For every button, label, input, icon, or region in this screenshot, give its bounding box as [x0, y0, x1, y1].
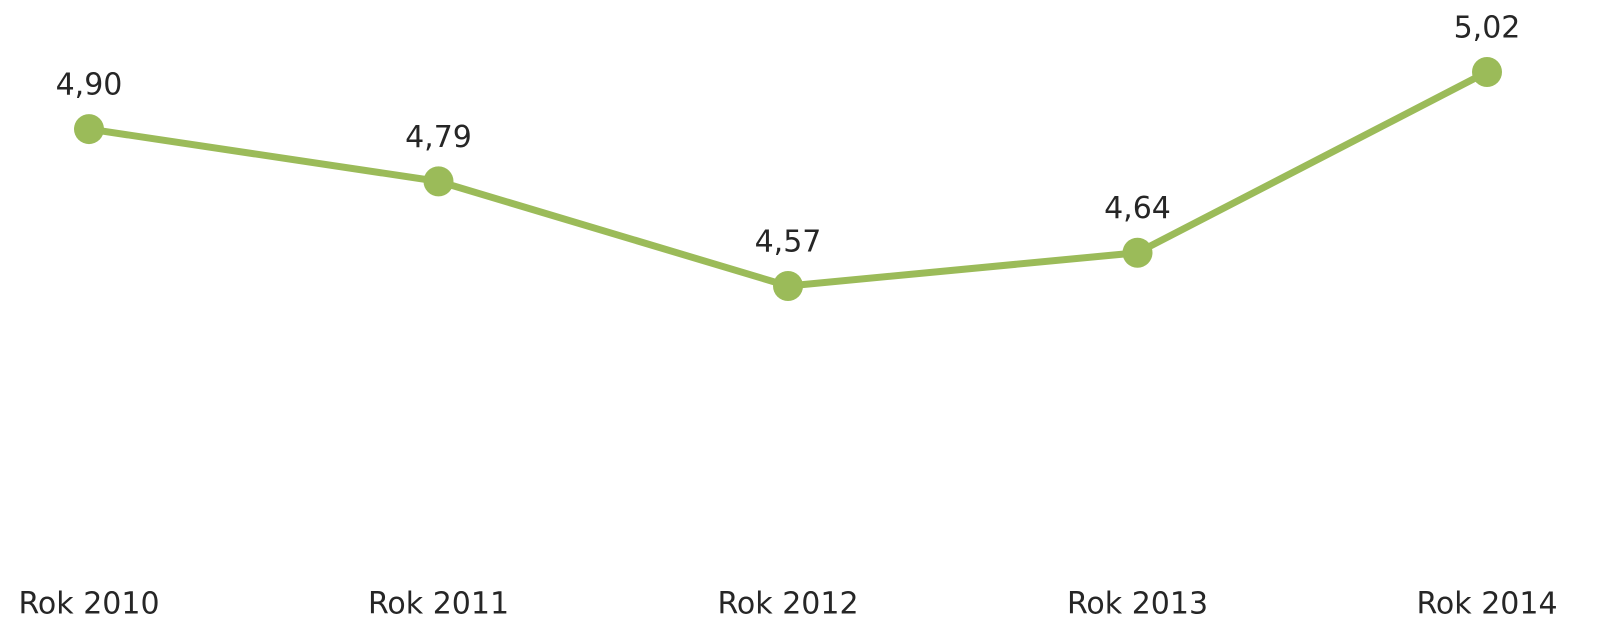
data-point: [773, 271, 803, 301]
x-tick-label: Rok 2010: [18, 587, 159, 622]
data-label: 4,90: [56, 68, 123, 103]
x-tick-label: Rok 2012: [717, 587, 858, 622]
data-point: [74, 114, 104, 145]
x-tick-label: Rok 2011: [368, 587, 509, 622]
data-label: 4,57: [755, 225, 822, 260]
data-point: [1122, 237, 1153, 268]
data-point: [423, 166, 454, 197]
data-label: 4,79: [405, 120, 472, 155]
data-label: 5,02: [1454, 11, 1521, 46]
data-label: 4,64: [1104, 191, 1171, 226]
data-point: [1472, 57, 1502, 87]
x-tick-label: Rok 2013: [1067, 587, 1208, 622]
x-tick-label: Rok 2014: [1416, 587, 1557, 622]
